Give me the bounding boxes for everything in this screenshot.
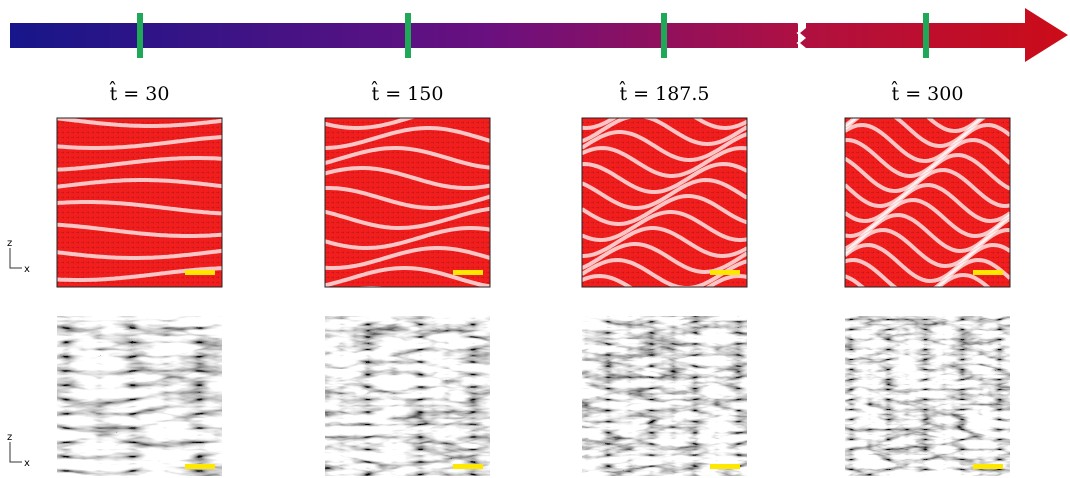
scale-bar bbox=[710, 464, 740, 469]
axis-arrows bbox=[10, 248, 22, 268]
axis-label-x: x bbox=[24, 458, 30, 469]
time-label: t̂ = 187.5 bbox=[619, 80, 709, 105]
axis-indicator: zx bbox=[7, 238, 30, 275]
stripe bbox=[57, 290, 222, 301]
time-marker bbox=[137, 13, 143, 58]
axis-indicator: zx bbox=[7, 432, 30, 469]
stripe bbox=[325, 288, 490, 308]
texture-panel bbox=[325, 316, 490, 476]
time-label: t̂ = 150 bbox=[371, 80, 443, 105]
scale-bar bbox=[453, 464, 483, 469]
timeline bbox=[10, 8, 1068, 62]
axis-label-z: z bbox=[7, 238, 12, 249]
field-panel bbox=[325, 88, 490, 308]
timeline-bar bbox=[10, 23, 798, 48]
time-marker bbox=[923, 13, 929, 58]
timeline-arrow bbox=[800, 8, 1068, 62]
texture-panel bbox=[57, 316, 222, 476]
time-label: t̂ = 300 bbox=[891, 80, 963, 105]
scale-bar bbox=[453, 270, 483, 275]
scale-bar bbox=[973, 270, 1003, 275]
scale-bar bbox=[185, 464, 215, 469]
time-marker bbox=[661, 13, 667, 58]
time-marker bbox=[405, 13, 411, 58]
axis-label-x: x bbox=[24, 264, 30, 275]
scale-bar bbox=[973, 464, 1003, 469]
scale-bar bbox=[710, 270, 740, 275]
texture-panel bbox=[582, 316, 747, 476]
axis-label-z: z bbox=[7, 432, 12, 443]
field-panel bbox=[57, 92, 222, 301]
time-label: t̂ = 30 bbox=[109, 80, 169, 105]
field-panel bbox=[845, 80, 1010, 311]
axis-arrows bbox=[10, 442, 22, 462]
texture-panel bbox=[845, 316, 1010, 476]
scale-bar bbox=[185, 270, 215, 275]
figure: t̂ = 30t̂ = 150t̂ = 187.5t̂ = 300zxzx bbox=[0, 0, 1070, 478]
